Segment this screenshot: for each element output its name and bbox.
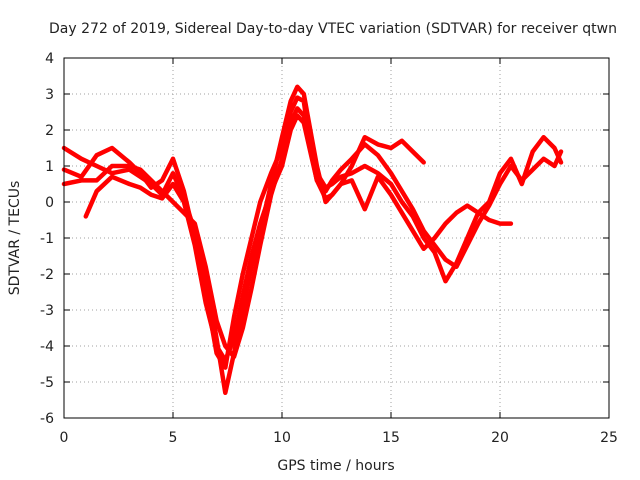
y-tick-label: 2 (45, 123, 54, 139)
y-tick-label: -3 (40, 303, 54, 319)
x-tick-label: 15 (382, 430, 400, 446)
y-axis-label: SDTVAR / TECUs (7, 181, 23, 296)
x-tick-label: 20 (491, 430, 509, 446)
series-line (61, 106, 564, 360)
x-tick-label: 0 (60, 430, 69, 446)
plot-frame (63, 57, 610, 419)
grid (64, 58, 609, 418)
y-tick-label: -1 (40, 231, 54, 247)
y-tick-label: -6 (40, 411, 54, 427)
x-tick-label: 5 (169, 430, 178, 446)
chart-title: Day 272 of 2019, Sidereal Day-to-day VTE… (49, 21, 617, 37)
y-tick-label: -5 (40, 375, 54, 391)
data-series (61, 84, 564, 396)
x-tick-label: 10 (273, 430, 291, 446)
y-tick-label: -4 (40, 339, 54, 355)
x-axis-label: GPS time / hours (277, 458, 394, 474)
series-line (83, 113, 514, 363)
y-tick-label: 0 (45, 195, 54, 211)
x-tick-label: 25 (600, 430, 618, 446)
series-line (61, 84, 426, 396)
y-tick-label: -2 (40, 267, 54, 283)
y-tick-label: 4 (45, 51, 54, 67)
axis-ticks: 0 5 10 15 20 25 -6 -5 -4 -3 -2 -1 0 1 2 3 4 (40, 51, 618, 446)
y-tick-label: 3 (45, 87, 54, 103)
y-tick-label: 1 (45, 159, 54, 175)
